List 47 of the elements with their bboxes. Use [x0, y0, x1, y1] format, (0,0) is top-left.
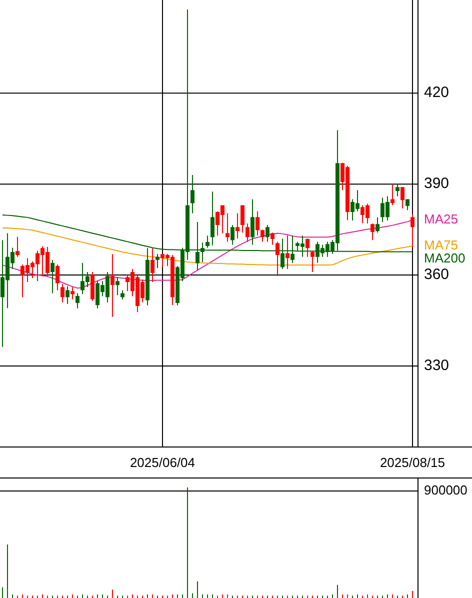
candlestick — [60, 284, 64, 303]
candlestick — [230, 224, 234, 246]
candlestick — [190, 174, 194, 214]
candlestick — [116, 276, 120, 296]
line-series — [2, 228, 413, 266]
candlestick — [286, 235, 290, 270]
y-tick-label: 360 — [424, 266, 450, 284]
candlestick — [70, 286, 74, 300]
candlestick — [240, 204, 244, 234]
candlestick — [306, 238, 310, 258]
candlestick — [150, 248, 154, 283]
candlestick — [390, 184, 394, 206]
candlestick — [250, 198, 254, 246]
candlestick — [376, 216, 380, 234]
candlestick — [410, 214, 414, 248]
candlestick — [66, 286, 70, 304]
candlestick — [270, 232, 274, 246]
y-tick-label: 330 — [424, 357, 450, 374]
candlestick — [406, 198, 410, 211]
y-tick-label: 420 — [424, 84, 450, 102]
candlestick — [400, 186, 404, 209]
candlestick — [110, 254, 114, 318]
candlestick — [260, 229, 264, 242]
candlestick — [50, 259, 54, 294]
x-tick-label: 2025/08/15 — [380, 455, 446, 470]
candlestick — [266, 224, 270, 242]
y-tick-label: 390 — [424, 175, 450, 192]
candlestick — [206, 235, 210, 248]
candlestick — [246, 223, 250, 242]
series-label: MA200 — [424, 250, 466, 266]
candlestick — [16, 236, 20, 258]
candlestick — [256, 210, 260, 236]
candlestick — [210, 191, 214, 246]
candlestick — [76, 292, 80, 309]
candlestick — [56, 264, 60, 291]
candlestick — [276, 241, 280, 276]
candlestick — [310, 250, 314, 273]
y-tick-label: 900000 — [424, 482, 468, 498]
candlestick — [396, 184, 400, 197]
candlestick — [236, 212, 240, 240]
x-tick-label: 2025/06/04 — [130, 455, 196, 470]
series-label: MA75 — [424, 237, 458, 252]
candlestick — [226, 212, 230, 242]
candlestick — [156, 253, 160, 269]
candlestick — [370, 223, 374, 241]
candlestick — [120, 290, 124, 300]
series-label: MA25 — [424, 212, 458, 227]
